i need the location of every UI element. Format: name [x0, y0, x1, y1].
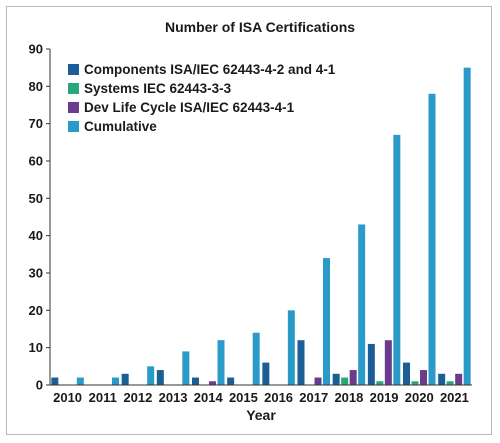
- y-tick-label: 90: [29, 42, 43, 57]
- bar: [51, 377, 59, 385]
- y-tick-label: 10: [29, 340, 43, 355]
- legend-swatch: [68, 83, 79, 94]
- bar: [192, 377, 199, 385]
- bar: [341, 377, 349, 385]
- x-tick-label: 2017: [299, 390, 328, 405]
- y-tick-label: 0: [36, 378, 43, 393]
- bar: [112, 377, 119, 385]
- bar: [463, 67, 471, 386]
- bar: [314, 377, 322, 385]
- x-tick-label: 2020: [405, 390, 434, 405]
- y-tick-label: 60: [29, 154, 43, 169]
- chart-title: Number of ISA Certifications: [165, 19, 355, 35]
- bar: [384, 340, 392, 385]
- x-tick-label: 2018: [334, 390, 363, 405]
- bar: [217, 340, 225, 385]
- bar: [367, 343, 375, 385]
- x-tick-label: 2021: [440, 390, 469, 405]
- x-tick-label: 2013: [159, 390, 188, 405]
- bar: [455, 373, 463, 385]
- bar: [121, 373, 129, 385]
- bar: [420, 370, 427, 385]
- y-tick-label: 30: [29, 266, 43, 281]
- x-tick-label: 2014: [194, 390, 224, 405]
- y-tick-label: 80: [29, 79, 43, 94]
- bar: [411, 381, 419, 385]
- legend-label: Cumulative: [84, 119, 157, 134]
- bar: [332, 373, 340, 385]
- bar: [252, 332, 260, 385]
- legend: Components ISA/IEC 62443-4-2 and 4-1 Syst…: [68, 62, 336, 134]
- y-tick-label: 70: [29, 116, 43, 131]
- bar: [358, 224, 366, 385]
- bar: [438, 373, 446, 385]
- y-tick-label: 40: [29, 228, 43, 243]
- y-tick-label: 20: [29, 303, 43, 318]
- bar: [287, 310, 295, 385]
- bar: [323, 258, 330, 385]
- bar: [156, 370, 164, 385]
- y-tick-label: 50: [29, 191, 43, 206]
- x-tick-label: 2011: [89, 390, 117, 405]
- legend-label: Systems IEC 62443-3-3: [84, 81, 232, 96]
- x-tick-label: 2012: [123, 390, 152, 405]
- bar: [446, 381, 454, 385]
- bar: [349, 370, 357, 385]
- bar: [182, 351, 190, 385]
- x-tick-label: 2015: [229, 390, 258, 405]
- bar: [403, 362, 410, 385]
- legend-swatch: [68, 64, 79, 75]
- bar: [297, 340, 305, 385]
- bar: [376, 381, 384, 385]
- chart-frame: [6, 6, 492, 435]
- bar: [209, 381, 216, 385]
- bar: [227, 377, 235, 385]
- bar: [393, 134, 401, 385]
- bar: [147, 366, 155, 385]
- x-tick-label: 2016: [264, 390, 293, 405]
- bar: [262, 362, 270, 385]
- x-tick-label: 2019: [370, 390, 399, 405]
- legend-swatch: [68, 102, 79, 113]
- x-tick-label: 2010: [53, 390, 82, 405]
- legend-swatch: [68, 121, 79, 132]
- bar: [76, 377, 84, 385]
- bars: [51, 67, 471, 386]
- x-axis-title: Year: [246, 407, 276, 423]
- y-axis-ticks: 0 10 20 30 40 50 60 70 80 90: [29, 42, 50, 393]
- legend-label: Dev Life Cycle ISA/IEC 62443-4-1: [84, 100, 295, 115]
- bar: [428, 93, 436, 386]
- legend-label: Components ISA/IEC 62443-4-2 and 4-1: [84, 62, 336, 77]
- x-axis-ticks: 2010 2011 2012 2013 2014 2015 2016 2017 2018 2019…: [53, 390, 469, 405]
